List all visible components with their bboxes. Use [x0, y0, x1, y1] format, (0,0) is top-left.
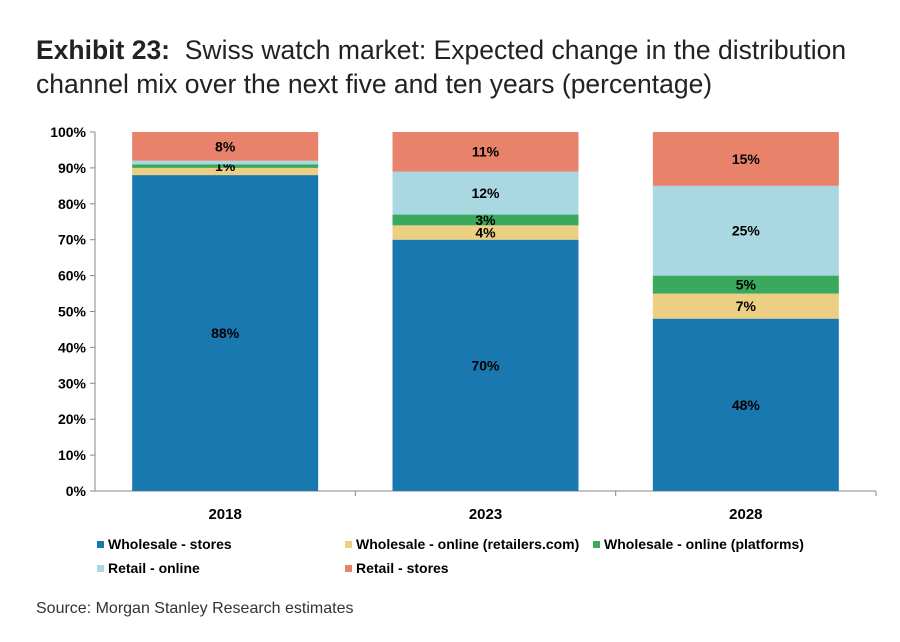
- exhibit-label: Exhibit 23:: [36, 35, 171, 65]
- bar-segment: [652, 275, 839, 294]
- data-label: 4%: [475, 225, 496, 241]
- data-label: 11%: [472, 144, 500, 160]
- y-tick-label: 0%: [66, 483, 87, 499]
- y-tick-label: 60%: [58, 268, 87, 284]
- legend-swatch: [345, 541, 352, 548]
- legend-swatch: [345, 565, 352, 572]
- data-label: 48%: [732, 397, 761, 413]
- bar-segment: [132, 167, 319, 176]
- bar-segment: [132, 175, 319, 491]
- chart-title: Exhibit 23: Swiss watch market: Expected…: [36, 33, 886, 101]
- stacked-bar-chart: 0%10%20%30%40%50%60%70%80%90%100%88%1%8%…: [50, 124, 877, 523]
- bar-segment: [652, 318, 839, 491]
- bar-segment: [132, 164, 319, 168]
- data-label: 15%: [732, 151, 761, 167]
- bar-segment: [132, 132, 319, 161]
- bar-segment: [652, 132, 839, 186]
- y-tick-label: 40%: [58, 339, 87, 355]
- bar-segment: [392, 214, 579, 226]
- data-label: 25%: [732, 223, 761, 239]
- y-tick-label: 50%: [58, 304, 87, 320]
- x-tick-label: 2028: [729, 506, 762, 523]
- data-label: 12%: [471, 185, 500, 201]
- legend-item: Retail - stores: [345, 560, 449, 576]
- bar-segment: [392, 225, 579, 240]
- bar-segment: [132, 160, 319, 165]
- y-tick-label: 90%: [58, 160, 87, 176]
- bar-segment: [652, 293, 839, 319]
- x-tick-label: 2018: [208, 506, 241, 523]
- x-tick-label: 2023: [469, 506, 502, 523]
- y-tick-label: 20%: [58, 411, 87, 427]
- bar-segment: [652, 185, 839, 276]
- bar-segment: [392, 239, 579, 491]
- legend-item: Retail - online: [97, 560, 200, 576]
- y-tick-label: 100%: [50, 124, 86, 140]
- bar-segment: [392, 171, 579, 215]
- source-note: Source: Morgan Stanley Research estimate…: [36, 600, 354, 617]
- legend-item: Wholesale - online (retailers.com): [345, 536, 579, 552]
- y-tick-label: 80%: [58, 196, 87, 212]
- legend-swatch: [97, 541, 104, 548]
- data-label: 88%: [211, 325, 240, 341]
- legend-swatch: [593, 541, 600, 548]
- y-tick-label: 10%: [58, 447, 87, 463]
- legend-label: Wholesale - online (retailers.com): [356, 536, 580, 552]
- legend-label: Retail - stores: [356, 560, 449, 576]
- data-label: 7%: [736, 298, 757, 314]
- legend-item: Wholesale - online (platforms): [593, 536, 804, 552]
- data-label: 5%: [736, 277, 757, 293]
- title-text: Swiss watch market: Expected change in t…: [36, 35, 847, 99]
- legend-label: Wholesale - online (platforms): [604, 536, 804, 552]
- y-tick-label: 70%: [58, 232, 87, 248]
- legend-label: Retail - online: [108, 560, 200, 576]
- data-label: 70%: [471, 357, 500, 373]
- y-tick-label: 30%: [58, 375, 87, 391]
- data-label: 3%: [475, 212, 496, 228]
- bar-segment: [392, 132, 579, 172]
- legend-swatch: [97, 565, 104, 572]
- legend-item: Wholesale - stores: [97, 536, 232, 552]
- data-label: 8%: [215, 138, 236, 154]
- legend-label: Wholesale - stores: [108, 536, 232, 552]
